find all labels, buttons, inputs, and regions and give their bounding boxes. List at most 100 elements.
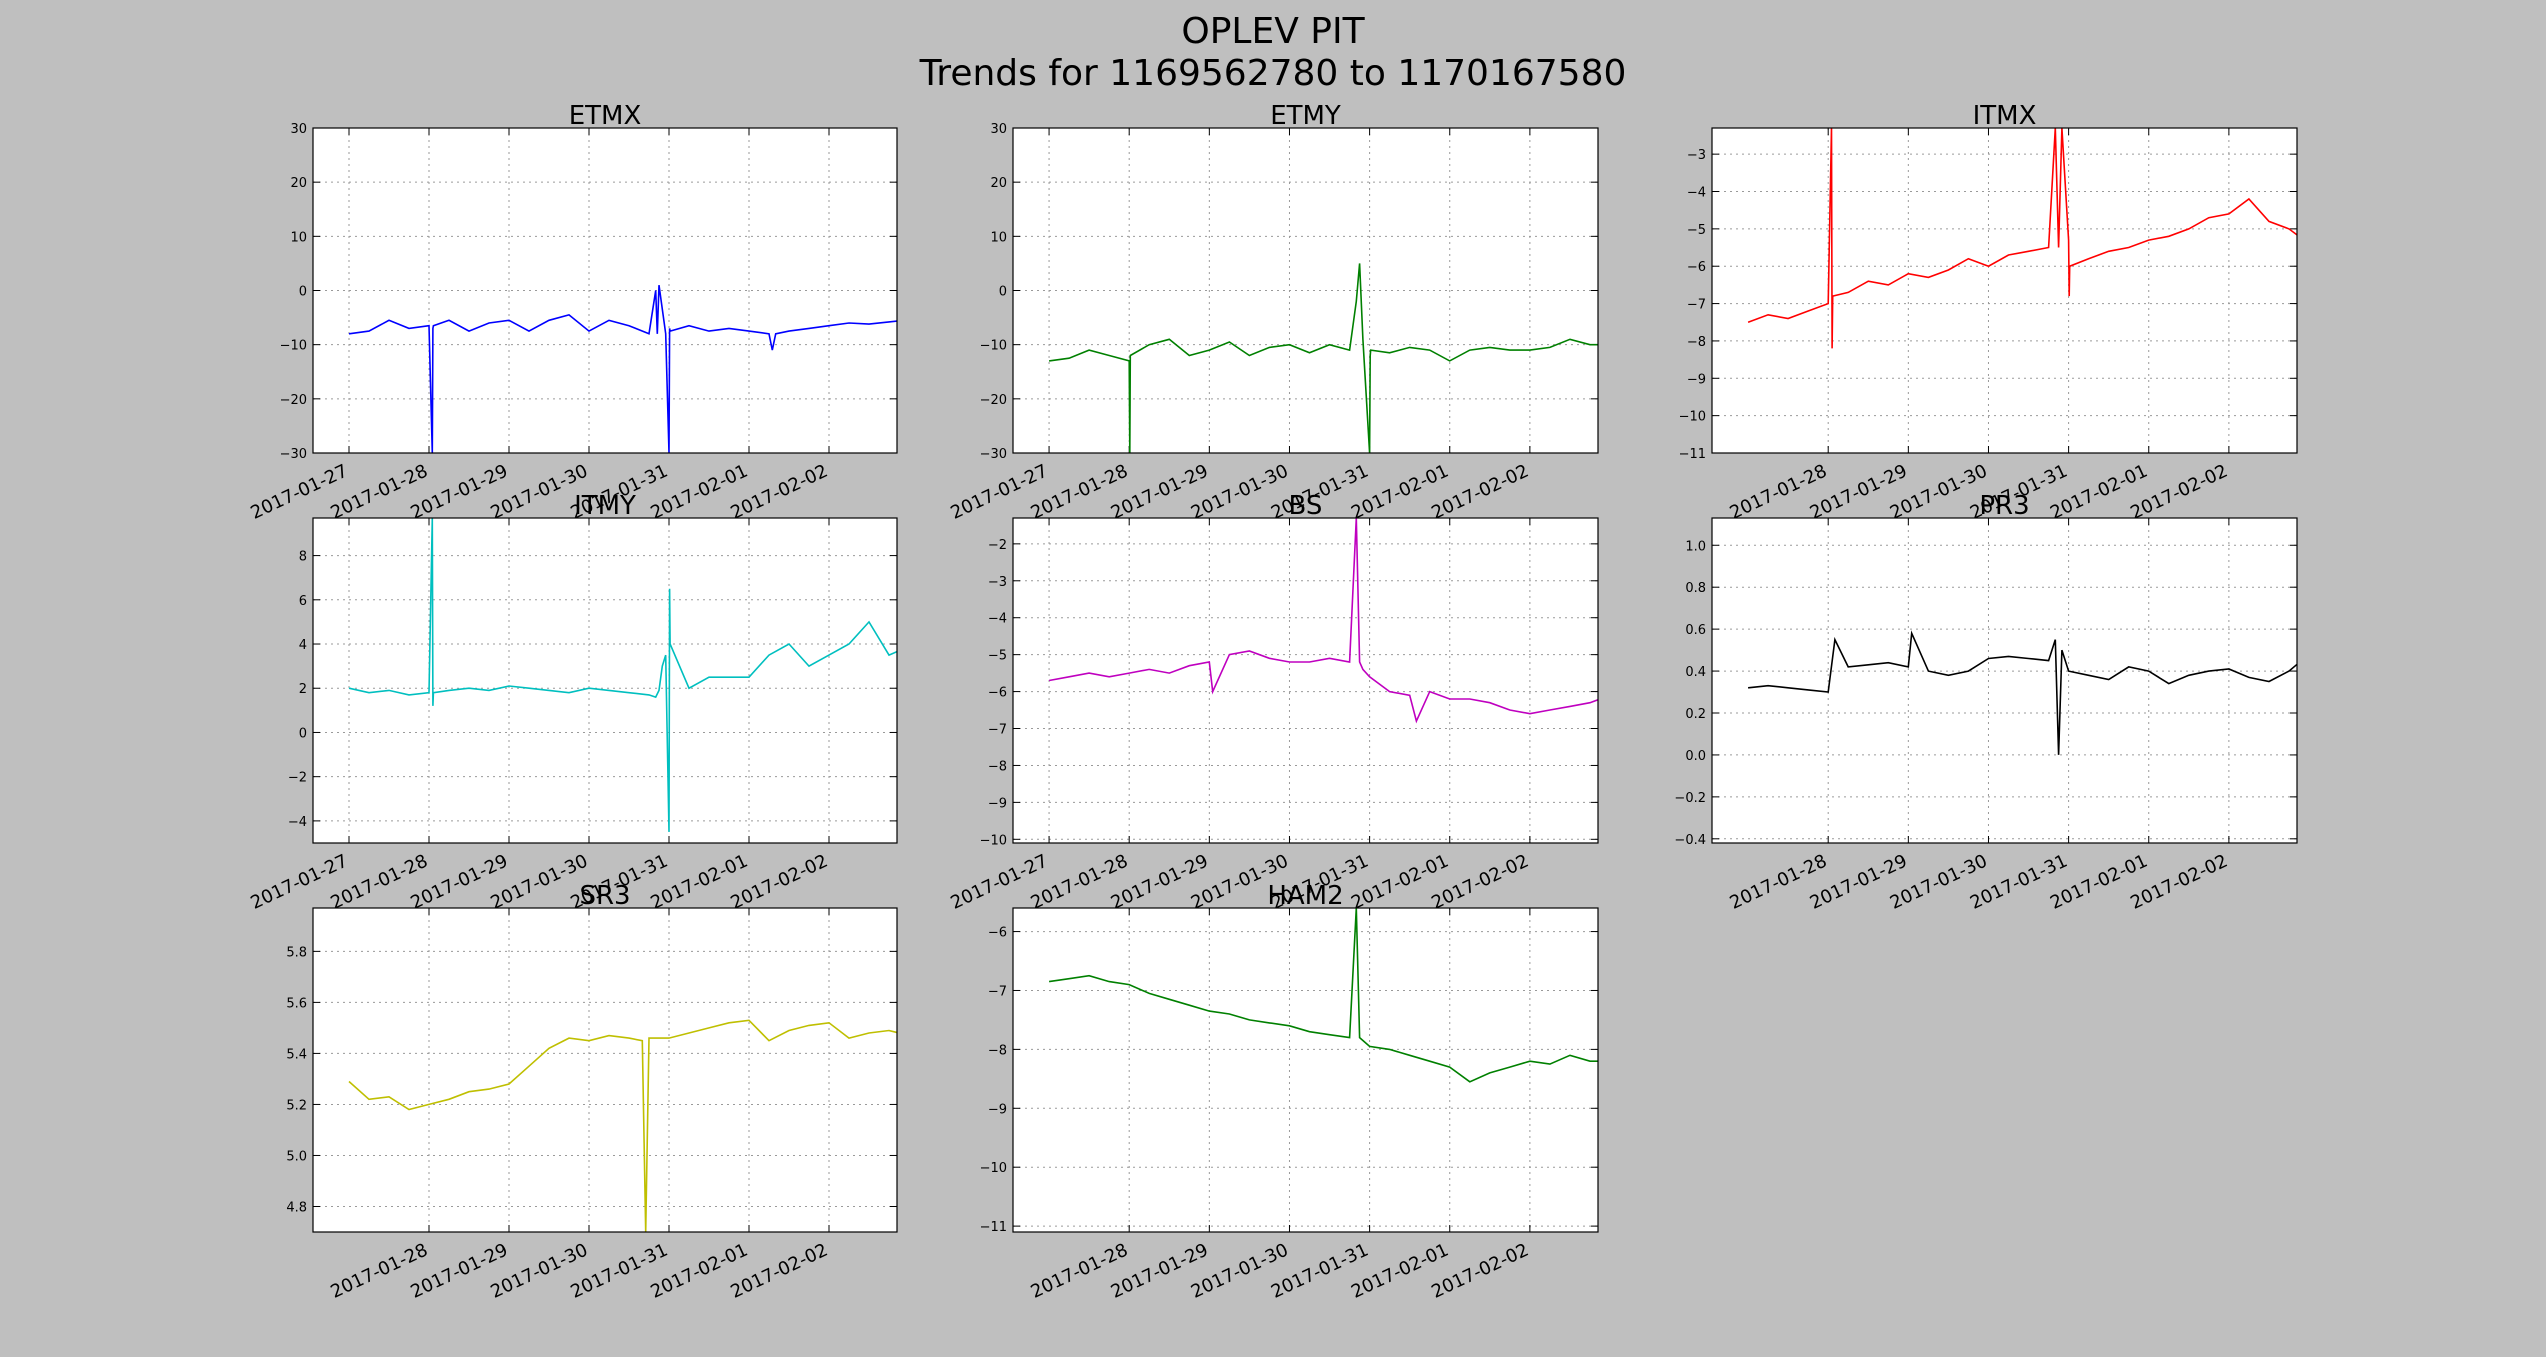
panel-title: ITMX [1973, 101, 2037, 131]
y-tick-label: 5.8 [286, 945, 307, 960]
panel-title: SR3 [579, 881, 630, 911]
y-tick-label: −8 [988, 1043, 1007, 1058]
y-tick-label: 8 [299, 550, 307, 565]
y-tick-label: −7 [988, 984, 1007, 999]
y-tick-label: −4 [1687, 186, 1706, 201]
y-tick-label: 0.4 [1685, 665, 1706, 680]
y-tick-label: 4 [299, 638, 307, 653]
y-tick-label: −10 [280, 339, 307, 354]
y-tick-label: 5.2 [286, 1098, 307, 1113]
plot-frame [1012, 907, 1599, 1233]
y-tick-label: −11 [980, 1220, 1007, 1235]
series-line-pr3 [1748, 630, 2297, 755]
y-tick-label: −0.2 [1674, 791, 1706, 806]
y-tick-label: 10 [990, 230, 1007, 245]
panel-title: BS [1289, 491, 1323, 521]
y-tick-label: −9 [988, 796, 1007, 811]
y-tick-label: −20 [980, 393, 1007, 408]
plot-frame [312, 517, 898, 844]
panel-title: ETMX [569, 101, 642, 131]
y-tick-label: −8 [988, 759, 1007, 774]
plot-area [1013, 128, 1598, 453]
y-tick-label: −3 [1687, 148, 1706, 163]
y-tick-label: 5.4 [286, 1047, 307, 1062]
y-tick-label: −0.4 [1674, 833, 1706, 848]
series-line-ham2 [1048, 908, 1598, 1083]
y-tick-label: −30 [280, 447, 307, 462]
y-tick-label: 20 [990, 176, 1007, 191]
plot-frame [1711, 517, 2298, 844]
y-tick-label: −9 [988, 1102, 1007, 1117]
series-line-sr3 [348, 1019, 897, 1232]
y-tick-label: 0.0 [1685, 749, 1706, 764]
y-tick-label: 1.0 [1685, 539, 1706, 554]
panel-etmy: −30−20−1001020302017-01-272017-01-282017… [947, 101, 1599, 524]
y-tick-label: 30 [290, 122, 307, 137]
plot-frame [1012, 517, 1599, 844]
plot-area [1712, 518, 2297, 843]
panel-pr3: −0.4−0.20.00.20.40.60.81.02017-01-282017… [1674, 491, 2298, 914]
y-tick-label: −30 [980, 447, 1007, 462]
plot-frame [312, 907, 898, 1233]
panel-title: PR3 [1979, 491, 2029, 521]
y-tick-label: −10 [980, 339, 1007, 354]
plot-area [313, 908, 897, 1232]
y-tick-label: 2 [299, 682, 307, 697]
y-tick-label: −5 [988, 649, 1007, 664]
plot-area [1712, 128, 2297, 453]
y-tick-label: −11 [1679, 447, 1706, 462]
y-tick-label: 20 [290, 176, 307, 191]
plot-area [1013, 518, 1598, 843]
y-tick-label: 0.2 [1685, 707, 1706, 722]
series-line-etmx [348, 284, 897, 453]
panel-bs: −10−9−8−7−6−5−4−3−22017-01-272017-01-282… [947, 491, 1599, 914]
y-tick-label: −7 [988, 723, 1007, 738]
panel-itmy: −4−2024682017-01-272017-01-282017-01-292… [247, 491, 898, 914]
panel-title: HAM2 [1267, 881, 1343, 911]
plot-frame [1012, 127, 1599, 454]
y-tick-label: −8 [1687, 335, 1706, 350]
y-tick-label: 0.6 [1685, 623, 1706, 638]
y-tick-label: 0 [299, 726, 307, 741]
y-tick-label: 6 [299, 594, 307, 609]
plot-area [1013, 908, 1598, 1232]
plot-frame [1711, 127, 2298, 454]
y-tick-label: 4.8 [286, 1200, 307, 1215]
y-tick-label: 0 [299, 285, 307, 300]
series-line-itmy [348, 518, 897, 832]
panel-title: ETMY [1270, 101, 1341, 131]
y-tick-label: −4 [988, 612, 1007, 627]
y-tick-label: −9 [1687, 372, 1706, 387]
y-tick-label: −10 [980, 1161, 1007, 1176]
y-tick-label: −6 [988, 686, 1007, 701]
y-tick-label: −10 [980, 833, 1007, 848]
panel-sr3: 4.85.05.25.45.65.82017-01-282017-01-2920… [286, 881, 898, 1303]
figure-title-line-2: Trends for 1169562780 to 1170167580 [919, 53, 1627, 94]
series-line-etmy [1048, 263, 1598, 453]
plot-area [313, 128, 897, 453]
series-line-bs [1048, 518, 1598, 724]
y-tick-label: −6 [1687, 260, 1706, 275]
panel-ham2: −11−10−9−8−7−62017-01-282017-01-292017-0… [980, 881, 1599, 1303]
y-tick-label: −20 [280, 393, 307, 408]
y-tick-label: 10 [290, 230, 307, 245]
y-tick-label: 5.0 [286, 1149, 307, 1164]
y-tick-label: −4 [288, 815, 307, 830]
figure-title-line-1: OPLEV PIT [1181, 11, 1365, 52]
y-tick-label: −3 [988, 575, 1007, 590]
plot-frame [312, 127, 898, 454]
y-tick-label: 0 [999, 285, 1007, 300]
y-tick-label: −2 [988, 538, 1007, 553]
y-tick-label: −6 [988, 926, 1007, 941]
y-tick-label: 5.6 [286, 996, 307, 1011]
y-tick-label: −2 [288, 771, 307, 786]
y-tick-label: 0.8 [1685, 581, 1706, 596]
panel-etmx: −30−20−1001020302017-01-272017-01-282017… [247, 101, 898, 524]
y-tick-label: −7 [1687, 298, 1706, 313]
panel-title: ITMY [574, 491, 636, 521]
series-line-itmx [1747, 128, 2297, 349]
panel-itmx: −11−10−9−8−7−6−5−4−32017-01-282017-01-29… [1679, 101, 2298, 524]
plot-area [313, 518, 897, 843]
y-tick-label: 30 [990, 122, 1007, 137]
